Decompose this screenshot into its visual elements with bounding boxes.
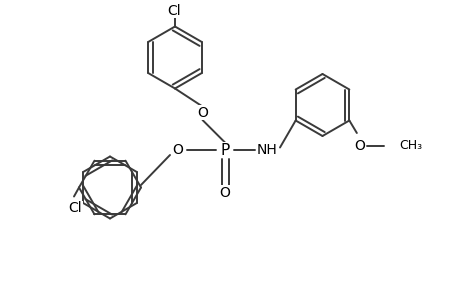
- Text: CH₃: CH₃: [398, 139, 421, 152]
- Text: NH: NH: [257, 143, 277, 157]
- Text: O: O: [219, 185, 230, 200]
- Text: O: O: [353, 139, 364, 152]
- Text: Cl: Cl: [167, 4, 181, 17]
- Text: O: O: [172, 143, 183, 157]
- Text: Cl: Cl: [68, 202, 82, 215]
- Text: O: O: [196, 106, 207, 119]
- Text: P: P: [220, 142, 229, 158]
